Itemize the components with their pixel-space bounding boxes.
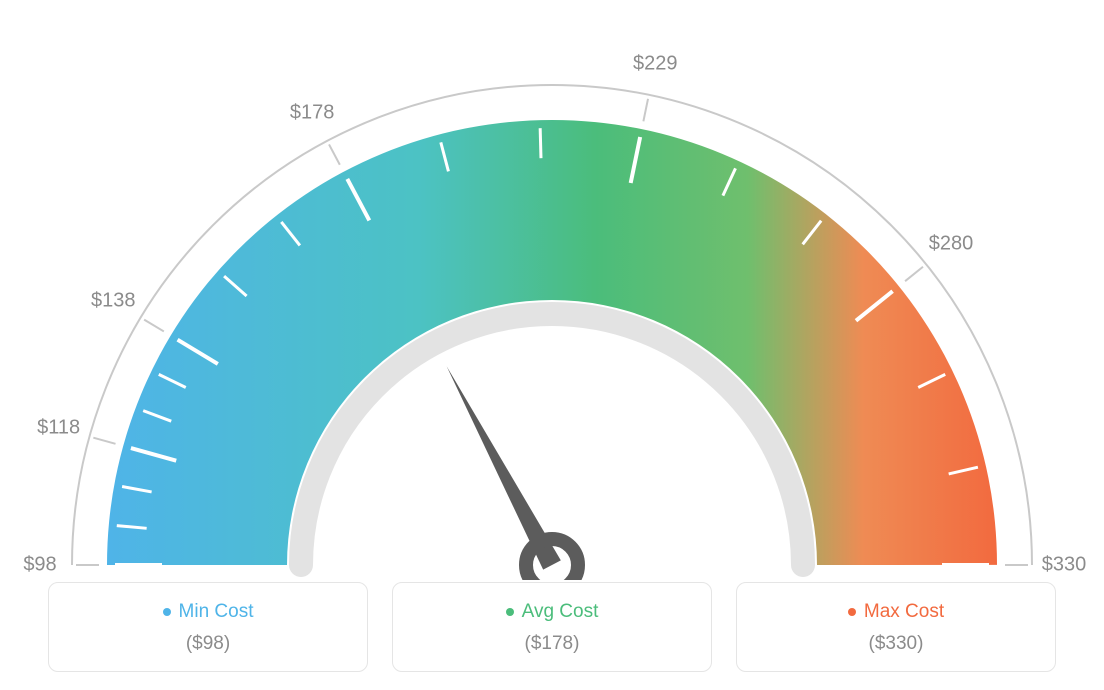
gauge-tick-label: $178 (290, 101, 335, 124)
gauge-svg (22, 20, 1082, 580)
legend-card-max: Max Cost ($330) (736, 582, 1056, 672)
legend-dot-avg (506, 608, 514, 616)
legend-title-min: Min Cost (163, 601, 254, 623)
legend-label-avg: Avg Cost (522, 601, 599, 623)
legend-row: Min Cost ($98) Avg Cost ($178) Max Cost … (0, 582, 1104, 672)
legend-card-min: Min Cost ($98) (48, 582, 368, 672)
gauge-tick-label: $118 (37, 417, 80, 440)
gauge-tick-label: $98 (23, 554, 56, 577)
legend-dot-min (163, 608, 171, 616)
gauge-tick-label: $229 (633, 52, 678, 75)
legend-value-max: ($330) (747, 633, 1045, 655)
legend-label-max: Max Cost (864, 601, 944, 623)
gauge-tick-label: $280 (929, 233, 974, 256)
legend-dot-max (848, 608, 856, 616)
legend-value-avg: ($178) (403, 633, 701, 655)
legend-title-max: Max Cost (848, 601, 944, 623)
legend-title-avg: Avg Cost (506, 601, 599, 623)
gauge-chart: $98$118$138$178$229$280$330 (0, 0, 1104, 570)
legend-card-avg: Avg Cost ($178) (392, 582, 712, 672)
gauge-tick-label: $138 (91, 290, 136, 313)
legend-label-min: Min Cost (179, 601, 254, 623)
gauge-tick-label: $330 (1042, 554, 1087, 577)
legend-value-min: ($98) (59, 633, 357, 655)
